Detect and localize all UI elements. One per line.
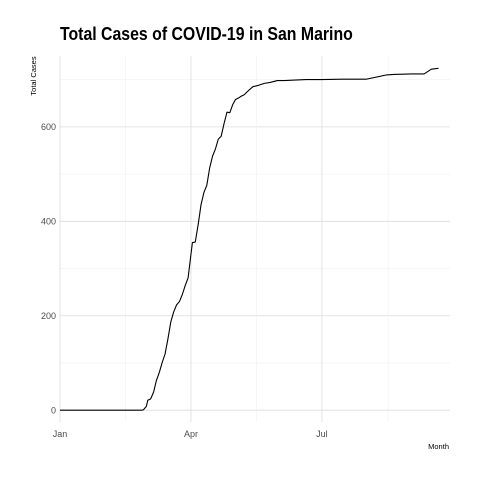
x-tick-label: Apr <box>184 429 198 439</box>
x-tick-label: Jul <box>316 429 328 439</box>
y-tick-label: 200 <box>41 311 56 321</box>
axis-ticks: 0 200 400 600 Jan Apr Jul <box>41 122 328 439</box>
y-axis-label: Total Cases <box>29 56 38 95</box>
chart-title: Total Cases of COVID-19 in San Marino <box>60 24 353 44</box>
y-tick-label: 400 <box>41 216 56 226</box>
x-axis-label: Month <box>428 442 449 451</box>
y-tick-label: 0 <box>51 405 56 415</box>
x-tick-label: Jan <box>53 429 68 439</box>
series-layer <box>60 67 439 411</box>
series-line <box>60 67 439 411</box>
grid-lines <box>59 56 450 422</box>
y-tick-label: 600 <box>41 122 56 132</box>
